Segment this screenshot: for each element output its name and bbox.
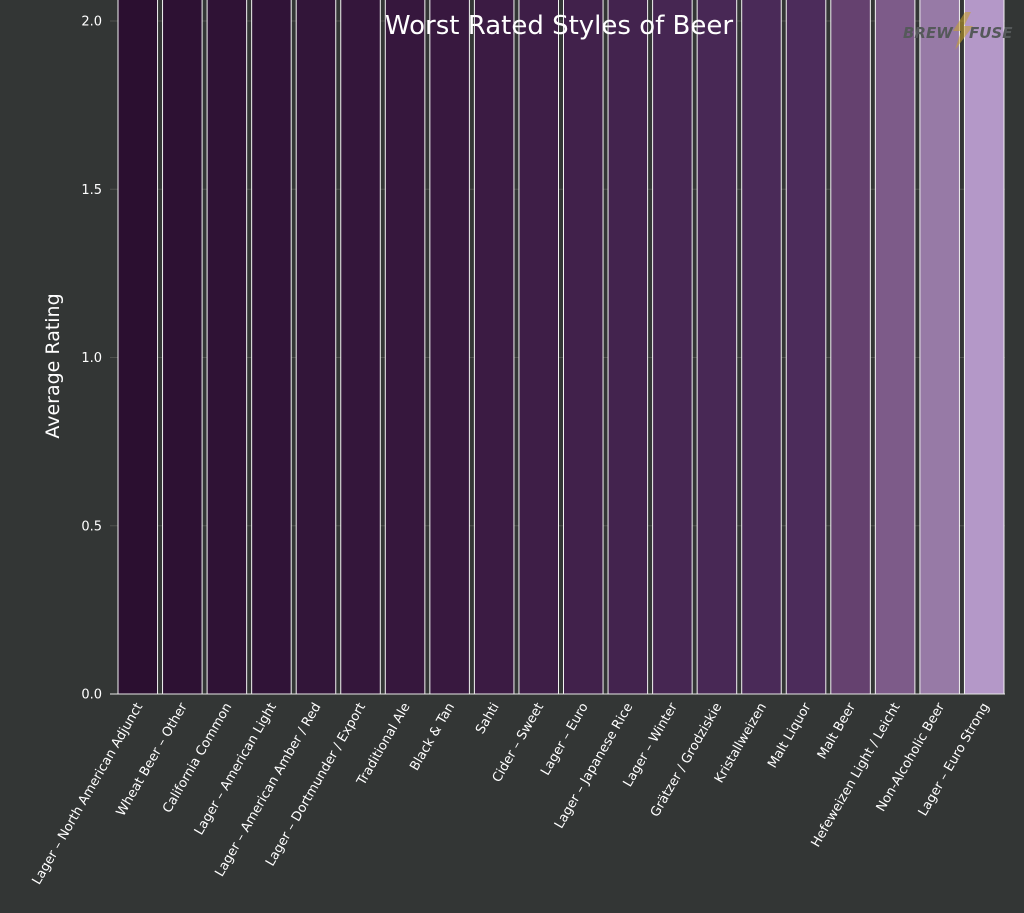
x-tick-label: Malt Liquor	[765, 700, 815, 771]
bar	[652, 0, 693, 695]
x-tick-label: Malt Beer	[815, 700, 859, 762]
bar	[919, 0, 960, 695]
bar	[340, 0, 381, 695]
x-tick-label: Lager – Japanese Rice	[552, 701, 636, 832]
logo-word-left: BREW	[903, 24, 954, 42]
bar	[874, 0, 916, 695]
x-tick-label: Sahti	[473, 701, 503, 737]
bar	[696, 0, 738, 695]
x-tick-label: Lager – Euro	[538, 700, 592, 778]
bar	[429, 0, 470, 695]
chart-title: Worst Rated Styles of Beer	[385, 11, 733, 41]
y-axis-ticks: 0.00.51.01.52.02.53.03.5	[81, 15, 102, 703]
y-tick-label: 0.5	[81, 519, 102, 534]
y-tick-label: 1.5	[81, 183, 102, 198]
bar	[117, 0, 159, 695]
bar	[563, 0, 604, 695]
x-tick-label: Lager – American Light	[192, 701, 280, 838]
y-axis-label: Average Rating	[42, 293, 64, 438]
bar	[785, 0, 827, 695]
y-tick-label: 0.0	[81, 688, 102, 703]
bar	[518, 0, 560, 695]
bar	[384, 0, 426, 695]
lightning-bolt-icon	[953, 12, 973, 50]
bar	[741, 0, 782, 695]
bar	[162, 0, 203, 695]
bar	[830, 0, 871, 695]
bar	[251, 0, 292, 695]
brand-logo: BREW FUSE	[903, 12, 1013, 50]
bar	[295, 0, 337, 695]
bar	[206, 0, 248, 695]
y-tick-label: 1.0	[81, 351, 102, 366]
bars	[117, 0, 1005, 695]
logo-word-right: FUSE	[969, 24, 1013, 42]
bar	[607, 0, 649, 695]
bar	[473, 0, 515, 695]
x-tick-label: Hefeweizen Light / Leicht	[809, 701, 904, 851]
y-tick-label: 2.0	[81, 15, 102, 30]
bar	[963, 0, 1005, 695]
x-tick-label: Black & Tan	[407, 701, 458, 774]
